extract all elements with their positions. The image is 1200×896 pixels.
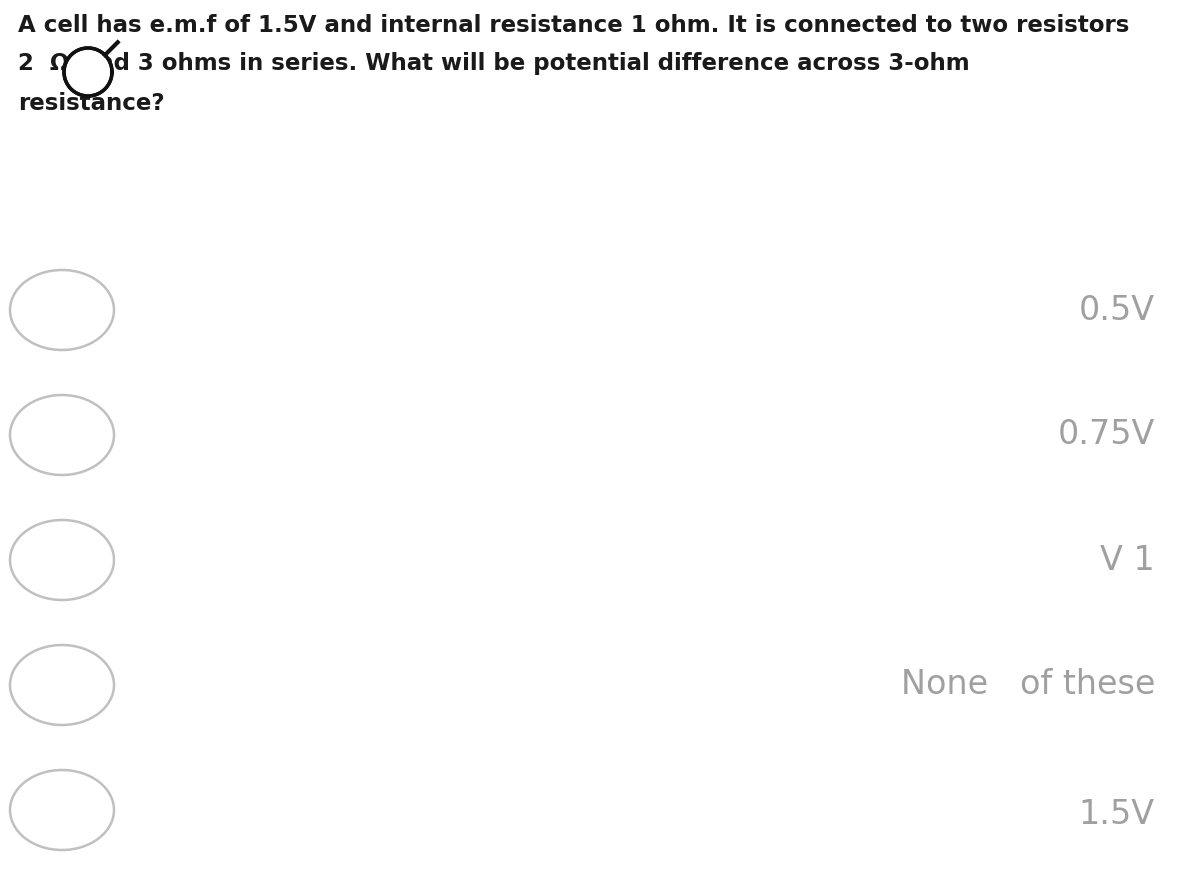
- Text: V 1: V 1: [1100, 544, 1154, 576]
- Text: A cell has e.m.f of 1.5V and internal resistance 1 ohm. It is connected to two r: A cell has e.m.f of 1.5V and internal re…: [18, 14, 1129, 37]
- Text: 1.5V: 1.5V: [1079, 798, 1154, 831]
- Text: resistance?: resistance?: [18, 92, 164, 115]
- Text: 2  Ω  and 3 ohms in series. What will be potential difference across 3-ohm: 2 Ω and 3 ohms in series. What will be p…: [18, 52, 970, 75]
- Text: 0.75V: 0.75V: [1057, 418, 1154, 452]
- Circle shape: [64, 48, 112, 96]
- Text: None   of these: None of these: [901, 668, 1154, 702]
- Text: 0.5V: 0.5V: [1079, 294, 1154, 326]
